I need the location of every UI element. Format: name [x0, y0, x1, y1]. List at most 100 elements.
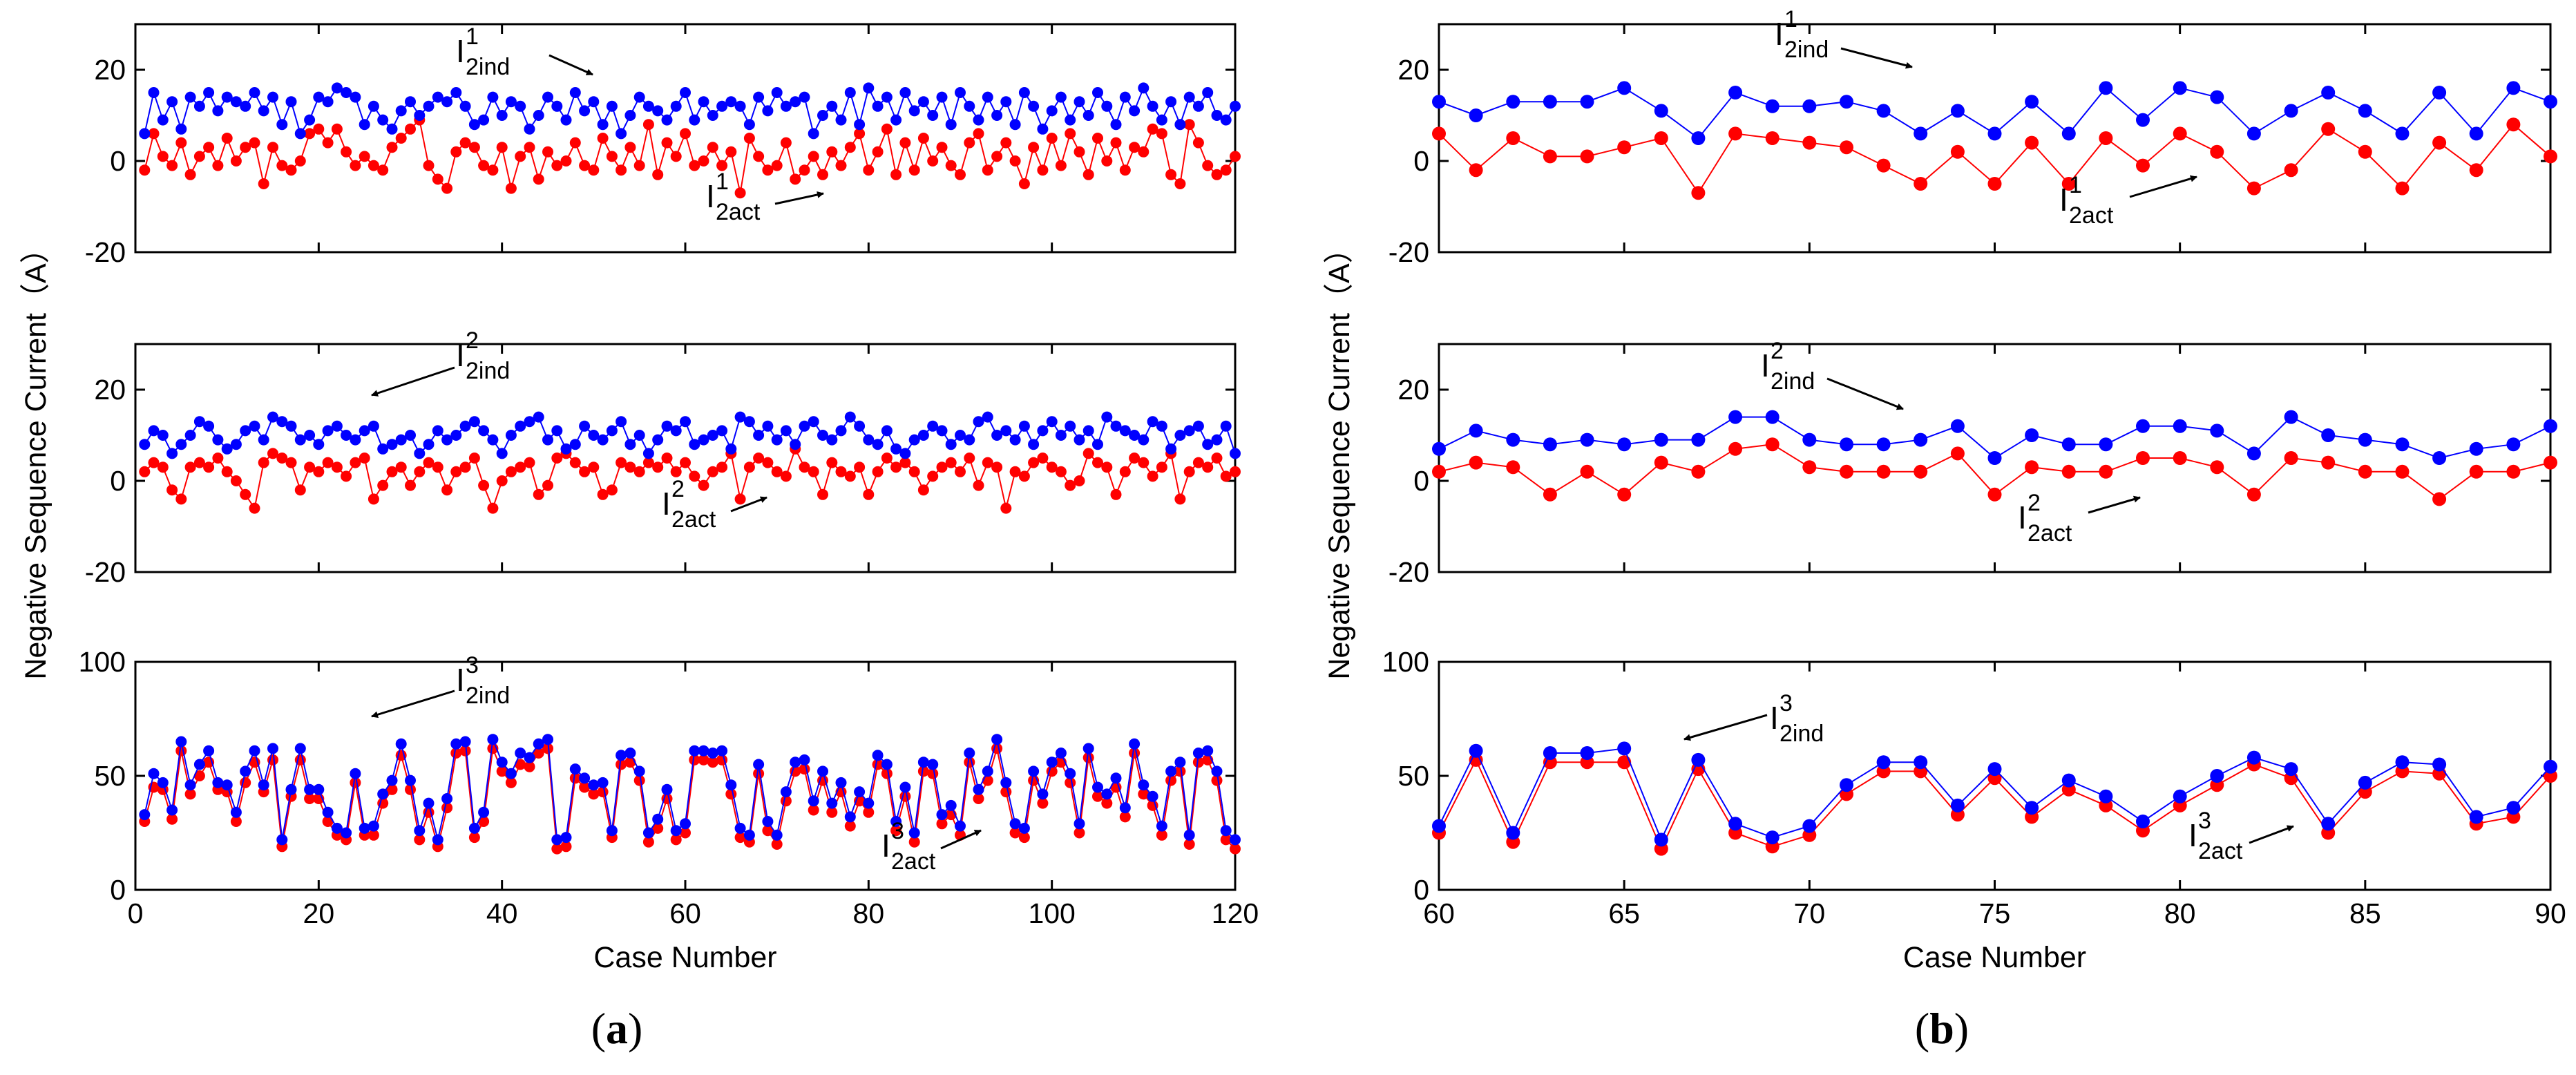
data-point-act [606, 151, 618, 162]
data-point-act [680, 457, 691, 468]
annotation-2ind: I 3 2ind [1683, 690, 1824, 747]
data-point-act [1065, 479, 1076, 491]
data-point-ind [1000, 96, 1012, 108]
data-point-act [973, 128, 984, 140]
data-point-ind [1876, 755, 1891, 770]
data-point-ind [1156, 114, 1167, 126]
data-point-ind [597, 119, 609, 131]
data-point-act [2246, 181, 2261, 196]
data-point-act [221, 133, 233, 144]
data-point-act [652, 462, 664, 473]
data-point-ind [1147, 416, 1158, 428]
annotation-symbol: I [706, 178, 715, 214]
data-point-ind [799, 420, 810, 432]
data-point-act [844, 470, 856, 482]
data-point-ind [799, 91, 810, 103]
data-point-act [734, 493, 746, 505]
data-point-act [2395, 464, 2410, 479]
data-point-ind [725, 779, 737, 791]
data-point-act [908, 466, 920, 477]
data-point-ind [1018, 822, 1030, 834]
data-point-act [478, 816, 490, 827]
data-point-ind [524, 123, 535, 135]
data-point-ind [917, 430, 929, 441]
data-point-act [2506, 117, 2521, 132]
data-point-act [148, 128, 160, 140]
data-point-act [569, 772, 581, 784]
data-point-act [276, 160, 288, 171]
data-point-act [863, 488, 875, 500]
data-point-act [1138, 788, 1149, 800]
data-point-ind [432, 425, 443, 437]
data-point-ind [2432, 757, 2447, 772]
data-point-act [515, 151, 526, 162]
data-point-act [881, 123, 893, 135]
data-point-ind [524, 752, 535, 763]
data-point-ind [899, 448, 911, 459]
data-point-ind [230, 439, 242, 450]
data-point-act [2284, 163, 2298, 178]
data-point-act [1074, 146, 1085, 158]
data-point-ind [743, 416, 755, 428]
data-point-act [2136, 158, 2150, 173]
annotation-2ind: I 1 2ind [1775, 6, 1913, 69]
data-point-ind [1046, 757, 1058, 768]
data-point-act [515, 759, 526, 770]
data-point-ind [368, 820, 379, 832]
data-point-ind [689, 114, 700, 126]
data-point-ind [313, 783, 325, 795]
data-point-ind [478, 425, 490, 437]
annotation-superscript: 3 [466, 652, 479, 678]
data-point-ind [1138, 434, 1149, 446]
data-point-act [304, 128, 316, 140]
data-point-act [341, 470, 352, 482]
data-point-act [624, 462, 636, 473]
data-point-ind [322, 96, 334, 108]
data-point-ind [423, 797, 435, 809]
data-point-ind [405, 774, 416, 786]
data-point-ind [1092, 781, 1103, 793]
data-point-ind [468, 822, 480, 834]
data-point-ind [716, 425, 728, 437]
series-act [139, 743, 1241, 855]
data-point-act [1000, 502, 1012, 514]
data-point-act [175, 137, 187, 149]
data-point-ind [771, 434, 783, 446]
data-point-ind [1728, 86, 1743, 99]
data-point-act [285, 457, 297, 468]
data-point-ind [1129, 738, 1141, 750]
data-point-ind [835, 114, 847, 126]
data-point-act [808, 466, 819, 477]
data-point-ind [414, 110, 426, 121]
data-point-ind [2246, 750, 2261, 765]
data-point-ind [1506, 432, 1520, 447]
data-point-act [1009, 827, 1021, 839]
y-tick-label: 0 [1413, 145, 1429, 177]
data-point-ind [1691, 752, 1706, 767]
data-point-ind [680, 416, 691, 428]
annotation-2act: I 3 2act [881, 818, 982, 875]
data-point-act [249, 502, 260, 514]
data-point-ind [1987, 762, 2002, 777]
data-point-ind [817, 110, 828, 121]
data-point-act [1110, 488, 1122, 500]
data-point-ind [1802, 99, 1817, 113]
data-point-act [322, 137, 334, 149]
annotation-arrow [1683, 714, 1768, 741]
annotation-superscript: 3 [2198, 808, 2211, 834]
data-point-ind [872, 100, 884, 112]
data-point-ind [1802, 819, 1817, 833]
data-point-ind [652, 434, 664, 446]
data-point-ind [1000, 777, 1012, 788]
data-point-ind [322, 806, 334, 818]
data-point-act [551, 843, 563, 855]
data-point-ind [2358, 775, 2372, 790]
data-point-ind [267, 411, 278, 423]
data-point-ind [2099, 789, 2113, 803]
data-point-act [1469, 163, 1483, 178]
data-point-act [313, 123, 325, 135]
data-point-ind [670, 100, 682, 112]
data-point-ind [597, 434, 609, 446]
data-point-act [2432, 492, 2447, 506]
data-point-ind [2061, 437, 2076, 452]
